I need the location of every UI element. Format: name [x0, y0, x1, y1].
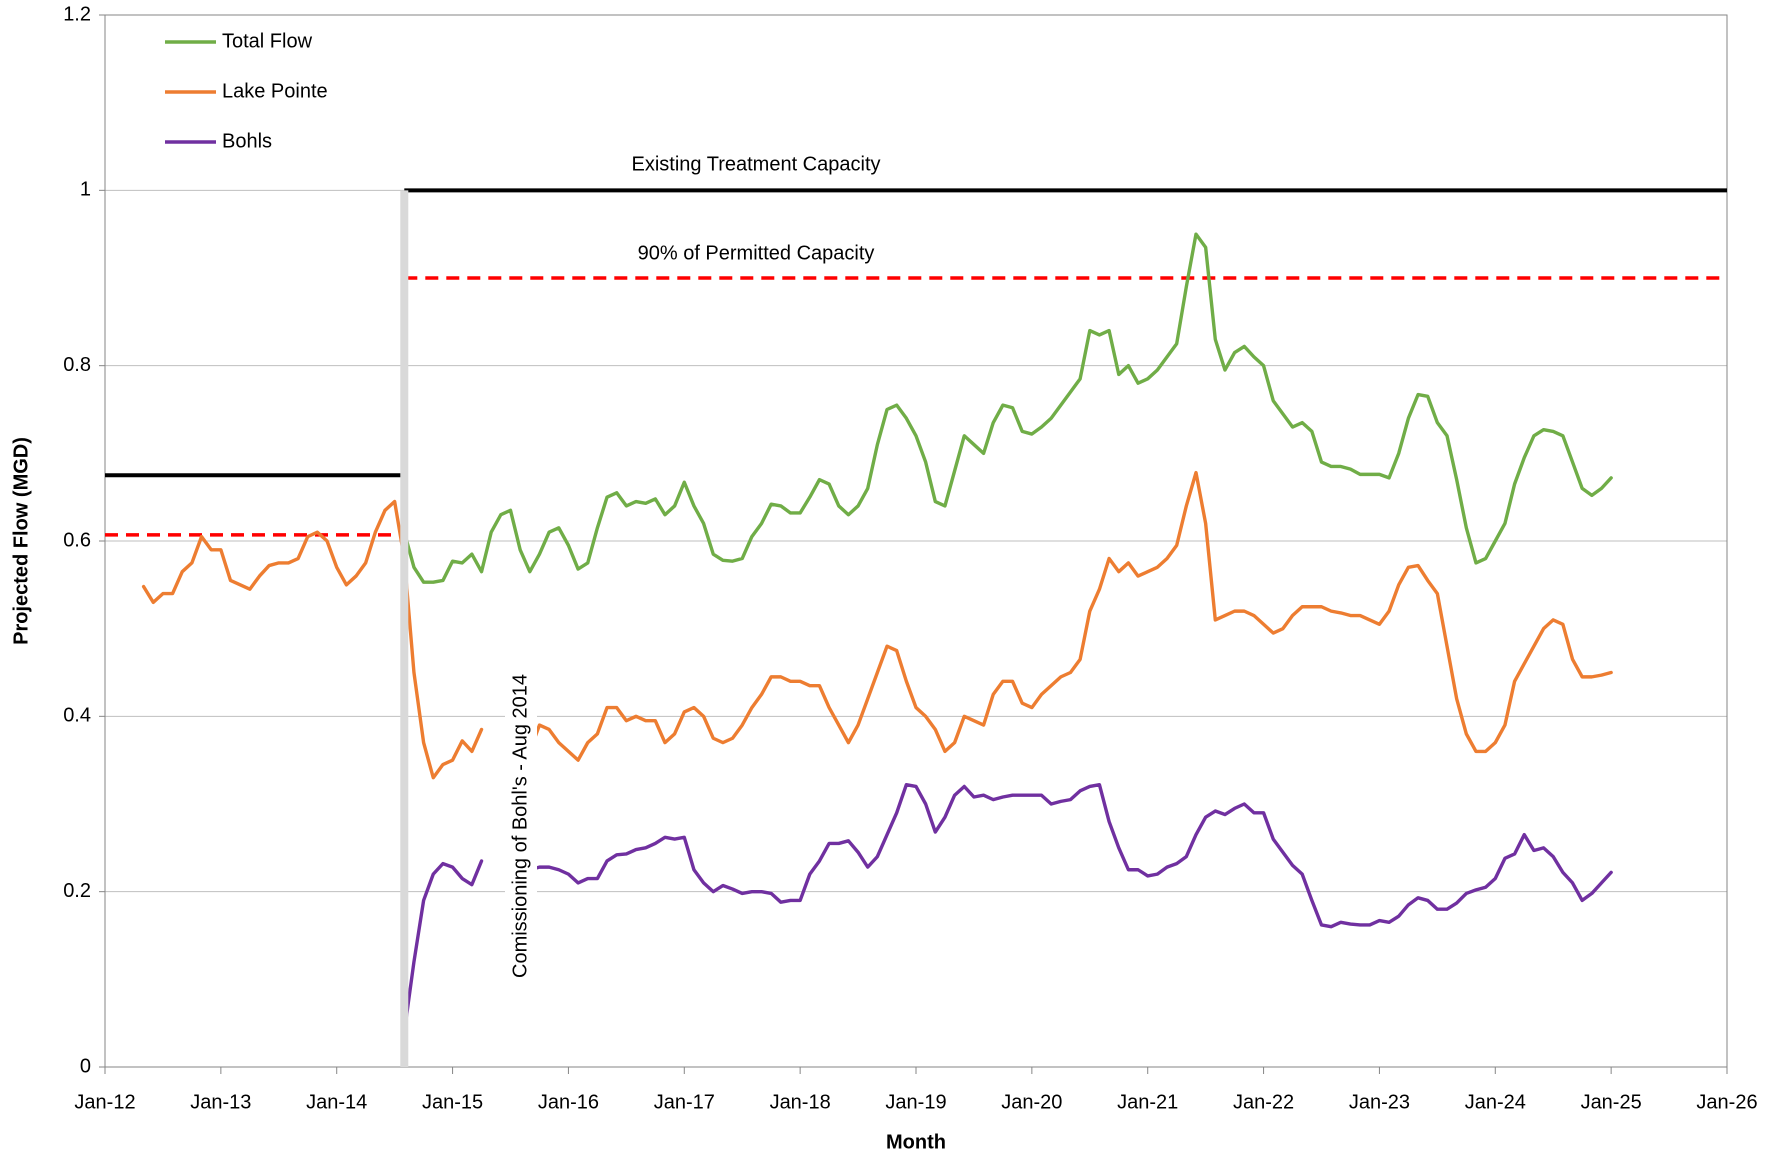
- x-tick-label: Jan-22: [1233, 1091, 1294, 1113]
- legend-label: Lake Pointe: [222, 80, 328, 102]
- annotation-box: [505, 641, 537, 1011]
- y-tick-label: 0: [80, 1055, 91, 1077]
- annotation: Comissioning of Bohl's - Aug 2014: [509, 674, 531, 978]
- x-tick-label: Jan-14: [306, 1091, 367, 1113]
- y-tick-label: 1: [80, 179, 91, 201]
- x-tick-label: Jan-19: [885, 1091, 946, 1113]
- y-axis-title: Projected Flow (MGD): [10, 437, 32, 645]
- y-tick-label: 0.6: [63, 529, 91, 551]
- reference-label: Existing Treatment Capacity: [632, 154, 881, 176]
- x-tick-label: Jan-21: [1117, 1091, 1178, 1113]
- x-axis-title: Month: [886, 1131, 946, 1152]
- x-tick-label: Jan-23: [1349, 1091, 1410, 1113]
- reference-label: 90% of Permitted Capacity: [638, 242, 875, 264]
- y-tick-label: 0.2: [63, 880, 91, 902]
- x-tick-label: Jan-24: [1465, 1091, 1526, 1113]
- x-tick-label: Jan-13: [190, 1091, 251, 1113]
- y-tick-label: 0.8: [63, 354, 91, 376]
- x-tick-label: Jan-25: [1581, 1091, 1642, 1113]
- series-line: [402, 783, 1613, 1034]
- x-tick-label: Jan-12: [74, 1091, 135, 1113]
- legend-label: Total Flow: [222, 30, 313, 52]
- legend-label: Bohls: [222, 130, 272, 152]
- x-tick-label: Jan-16: [538, 1091, 599, 1113]
- x-tick-label: Jan-20: [1001, 1091, 1062, 1113]
- x-tick-label: Jan-18: [770, 1091, 831, 1113]
- x-tick-label: Jan-26: [1696, 1091, 1757, 1113]
- x-tick-label: Jan-15: [422, 1091, 483, 1113]
- y-tick-label: 0.4: [63, 705, 91, 727]
- x-tick-label: Jan-17: [654, 1091, 715, 1113]
- series-line: [141, 470, 1613, 780]
- series-line: [402, 232, 1613, 584]
- y-tick-label: 1.2: [63, 3, 91, 25]
